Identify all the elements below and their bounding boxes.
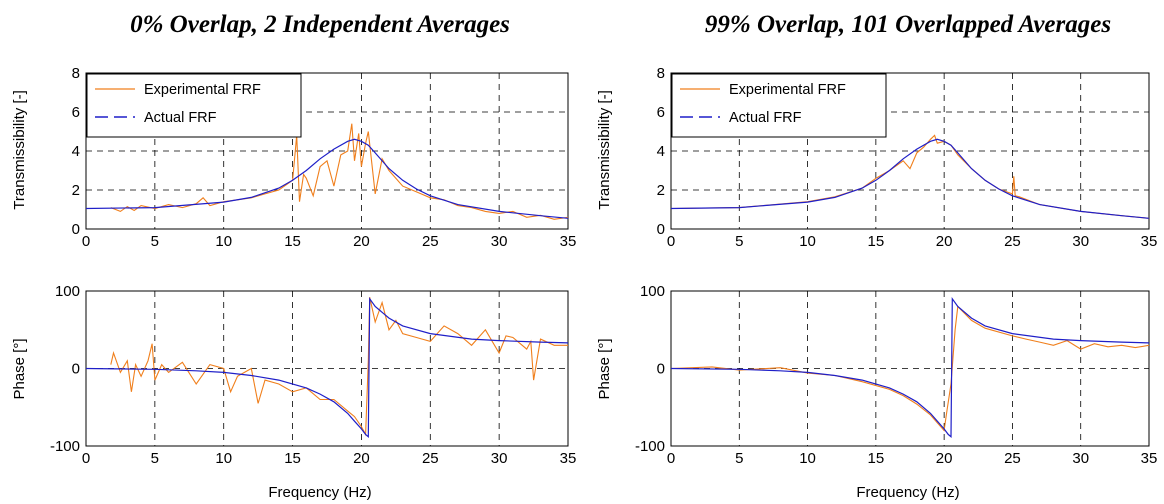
legend-label: Experimental FRF: [144, 82, 261, 98]
legend-label: Actual FRF: [144, 110, 217, 126]
x-tick-label: 0: [82, 450, 90, 467]
x-tick-label: 15: [284, 450, 301, 467]
x-tick-label: 35: [1141, 233, 1158, 250]
y-tick-label: 2: [657, 182, 665, 199]
x-tick-label: 20: [353, 233, 370, 250]
x-tick-label: 20: [353, 450, 370, 467]
series-line-actual-frf: [86, 296, 568, 438]
legend-label: Actual FRF: [729, 110, 802, 126]
x-tick-label: 10: [215, 233, 232, 250]
x-tick-label: 35: [1141, 450, 1158, 467]
y-tick-label: 2: [72, 182, 80, 199]
y-tick-label: 6: [72, 104, 80, 121]
x-tick-label: 5: [151, 233, 159, 250]
ylabel-phase-left: Phase [°]: [11, 338, 28, 399]
ylabel-transmissibility-left: Transmissibility [-]: [11, 90, 28, 209]
x-tick-label: 0: [667, 450, 675, 467]
y-tick-label: 4: [72, 143, 80, 160]
x-tick-label: 15: [868, 450, 885, 467]
y-tick-label: 0: [657, 361, 665, 378]
x-tick-label: 10: [799, 450, 816, 467]
legend-box: [671, 73, 887, 138]
x-tick-label: 10: [215, 450, 232, 467]
x-tick-label: 30: [491, 450, 508, 467]
y-tick-label: 4: [657, 143, 665, 160]
x-tick-label: 30: [1072, 450, 1089, 467]
series-line-experimental-frf: [110, 297, 568, 437]
transmissibility-plot-right: 0 5 10 15 20 25 30 35 0 2 4 6 8 Experimental FRF Actua…: [657, 65, 1158, 250]
xlabel-frequency-right: Frequency (Hz): [856, 484, 959, 501]
legend-box: [86, 73, 302, 138]
x-tick-label: 5: [151, 450, 159, 467]
series-line-actual-frf: [671, 296, 1149, 438]
y-tick-label: -100: [635, 438, 665, 455]
xlabel-frequency-left: Frequency (Hz): [268, 484, 371, 501]
y-tick-label: -100: [50, 438, 80, 455]
y-tick-label: 8: [72, 65, 80, 82]
legend-label: Experimental FRF: [729, 82, 846, 98]
x-tick-label: 35: [560, 450, 577, 467]
x-tick-label: 25: [1004, 450, 1021, 467]
x-tick-label: 25: [422, 233, 439, 250]
x-tick-label: 25: [422, 450, 439, 467]
x-tick-label: 5: [735, 233, 743, 250]
series-line-experimental-frf: [671, 134, 1149, 219]
x-tick-label: 20: [936, 233, 953, 250]
y-tick-label: 0: [72, 361, 80, 378]
x-tick-label: 30: [1072, 233, 1089, 250]
y-tick-label: 100: [640, 283, 665, 300]
x-tick-label: 10: [799, 233, 816, 250]
ylabel-phase-right: Phase [°]: [596, 338, 613, 399]
y-tick-label: 8: [657, 65, 665, 82]
y-tick-label: 0: [657, 221, 665, 238]
ylabel-transmissibility-right: Transmissibility [-]: [596, 90, 613, 209]
x-tick-label: 30: [491, 233, 508, 250]
y-tick-label: 100: [55, 283, 80, 300]
x-tick-label: 20: [936, 450, 953, 467]
x-tick-label: 15: [284, 233, 301, 250]
x-tick-label: 5: [735, 450, 743, 467]
x-tick-label: 0: [667, 233, 675, 250]
x-tick-label: 25: [1004, 233, 1021, 250]
series-line-actual-frf: [671, 138, 1149, 219]
y-tick-label: 6: [657, 104, 665, 121]
x-tick-label: 15: [868, 233, 885, 250]
x-tick-label: 0: [82, 233, 90, 250]
x-tick-label: 35: [560, 233, 577, 250]
series-line-actual-frf: [86, 138, 568, 219]
chart-title-right: 99% Overlap, 101 Overlapped Averages: [705, 11, 1111, 38]
chart-title-left: 0% Overlap, 2 Independent Averages: [130, 11, 510, 38]
y-tick-label: 0: [72, 221, 80, 238]
transmissibility-plot-left: 0 5 10 15 20 25 30 35 0 2 4 6 8 Experimental FRF Actua…: [72, 65, 577, 250]
